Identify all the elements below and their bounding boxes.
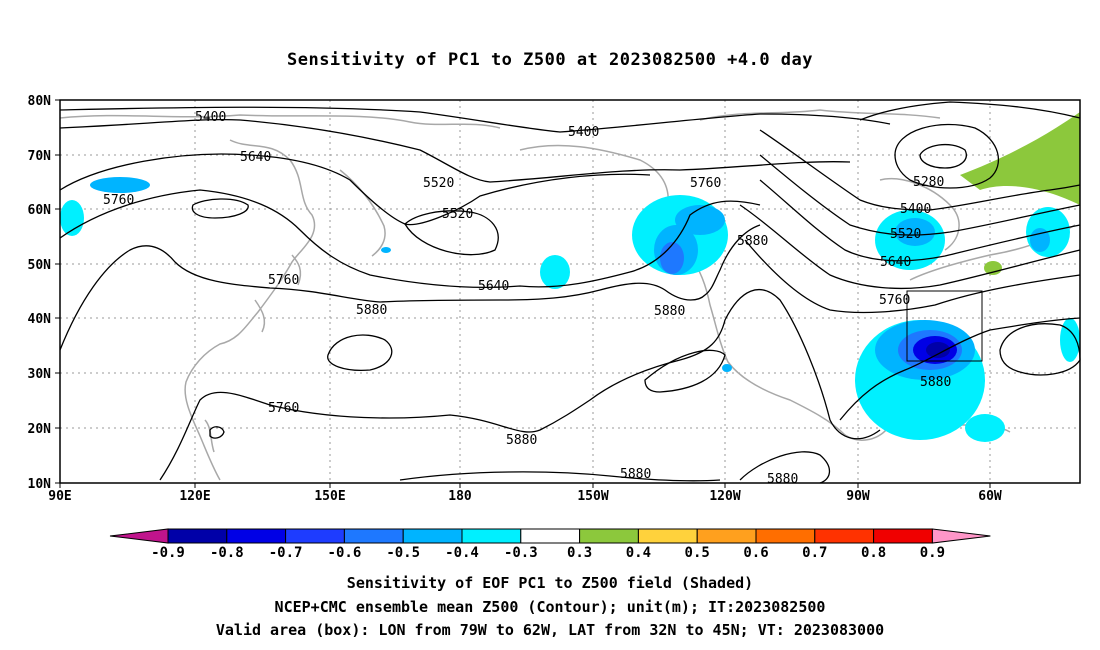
contour-label: 5760 [268,273,299,288]
sensitivity-shading [60,112,1080,442]
colorbar-swatch [402,528,463,544]
colorbar-tick-label: 0.6 [743,545,768,561]
lat-label: 30N [28,367,52,382]
contour-label: 5520 [442,207,473,222]
contour-label: 5760 [879,293,910,308]
lon-label: 150W [577,489,608,504]
contour-label: 5760 [268,401,299,416]
map-title: Sensitivity of PC1 to Z500 at 2023082500… [286,50,813,70]
lon-label: 180 [448,489,472,504]
lon-label: 90E [48,489,71,504]
lon-label: 120E [179,489,210,504]
map-border [59,99,1081,484]
lon-label: 60W [978,489,1002,504]
colorbar-swatch [167,528,228,544]
lat-lon-grid [60,100,1080,483]
colorbar-swatch [579,528,639,544]
contour-label: 5880 [737,234,768,249]
colorbar-tick-label: 0.4 [626,545,651,561]
colorbar-swatch [873,528,933,544]
lon-label: 120W [709,489,740,504]
lon-axis: 90E 120E 150E 180 150W 120W 90W 60W [48,483,1002,504]
contour-label: 5880 [506,433,537,448]
contour-label: 5520 [423,176,454,191]
z500-contours [59,101,1081,484]
contour-label: 5400 [900,202,931,217]
contour-label: 5880 [356,303,387,318]
colorbar-swatch [285,528,345,544]
colorbar-swatch [755,528,816,544]
contour-label: 5880 [920,375,951,390]
colorbar-tick-label: 0.7 [802,545,827,561]
colorbar: -0.9 -0.8 -0.7 -0.6 -0.5 -0.4 -0.3 0.3 0.4 0.5 0.6… [109,528,991,561]
colorbar-swatch [696,528,757,544]
contour-label: 5520 [890,227,921,242]
contour-labels: 5400 5400 5640 5520 5520 5760 5760 5880 … [103,110,951,487]
contour-label: 5760 [103,193,134,208]
colorbar-swatch [814,528,875,544]
colorbar-tick-label: 0.8 [861,545,886,561]
colorbar-tick-label: -0.3 [504,545,538,561]
colorbar-tick-label: -0.4 [445,545,479,561]
colorbar-swatch [226,528,287,544]
lat-label: 60N [28,203,52,218]
contour-label: 5640 [880,255,911,270]
lat-label: 40N [28,312,52,327]
lat-label: 10N [28,477,52,492]
colorbar-swatch [637,528,698,544]
colorbar-tick-label: -0.6 [328,545,362,561]
lat-label: 20N [28,422,52,437]
lon-label: 90W [846,489,870,504]
contour-label: 5640 [478,279,509,294]
colorbar-tick-label: -0.9 [151,545,185,561]
colorbar-max-arrow [931,528,991,544]
lat-axis: 80N 70N 60N 50N 40N 30N 20N 10N [28,94,60,492]
lat-label: 80N [28,94,52,109]
lat-label: 50N [28,258,52,273]
colorbar-tick-label: -0.5 [386,545,420,561]
colorbar-min-arrow [109,528,169,544]
contour-label: 5880 [767,472,798,487]
caption-line-1: Sensitivity of EOF PC1 to Z500 field (Sh… [346,574,754,592]
valid-area-box [906,290,983,362]
contour-label: 5400 [568,125,599,140]
contour-label: 5400 [195,110,226,125]
caption-line-3: Valid area (box): LON from 79W to 62W, L… [215,621,885,639]
colorbar-tick-label: 0.5 [685,545,710,561]
colorbar-tick-label: 0.3 [567,545,592,561]
contour-label: 5640 [240,150,271,165]
colorbar-swatch [520,528,581,544]
colorbar-swatch [343,528,404,544]
lat-label: 70N [28,149,52,164]
contour-label: 5760 [690,176,721,191]
contour-label: 5880 [620,467,651,482]
contour-label: 5280 [913,175,944,190]
colorbar-tick-label: -0.8 [210,545,244,561]
lon-label: 150E [314,489,345,504]
contour-label: 5880 [654,304,685,319]
caption-line-2: NCEP+CMC ensemble mean Z500 (Contour); u… [274,598,826,616]
colorbar-tick-label: -0.7 [269,545,303,561]
colorbar-swatch [461,528,522,544]
colorbar-tick-label: 0.9 [920,545,945,561]
